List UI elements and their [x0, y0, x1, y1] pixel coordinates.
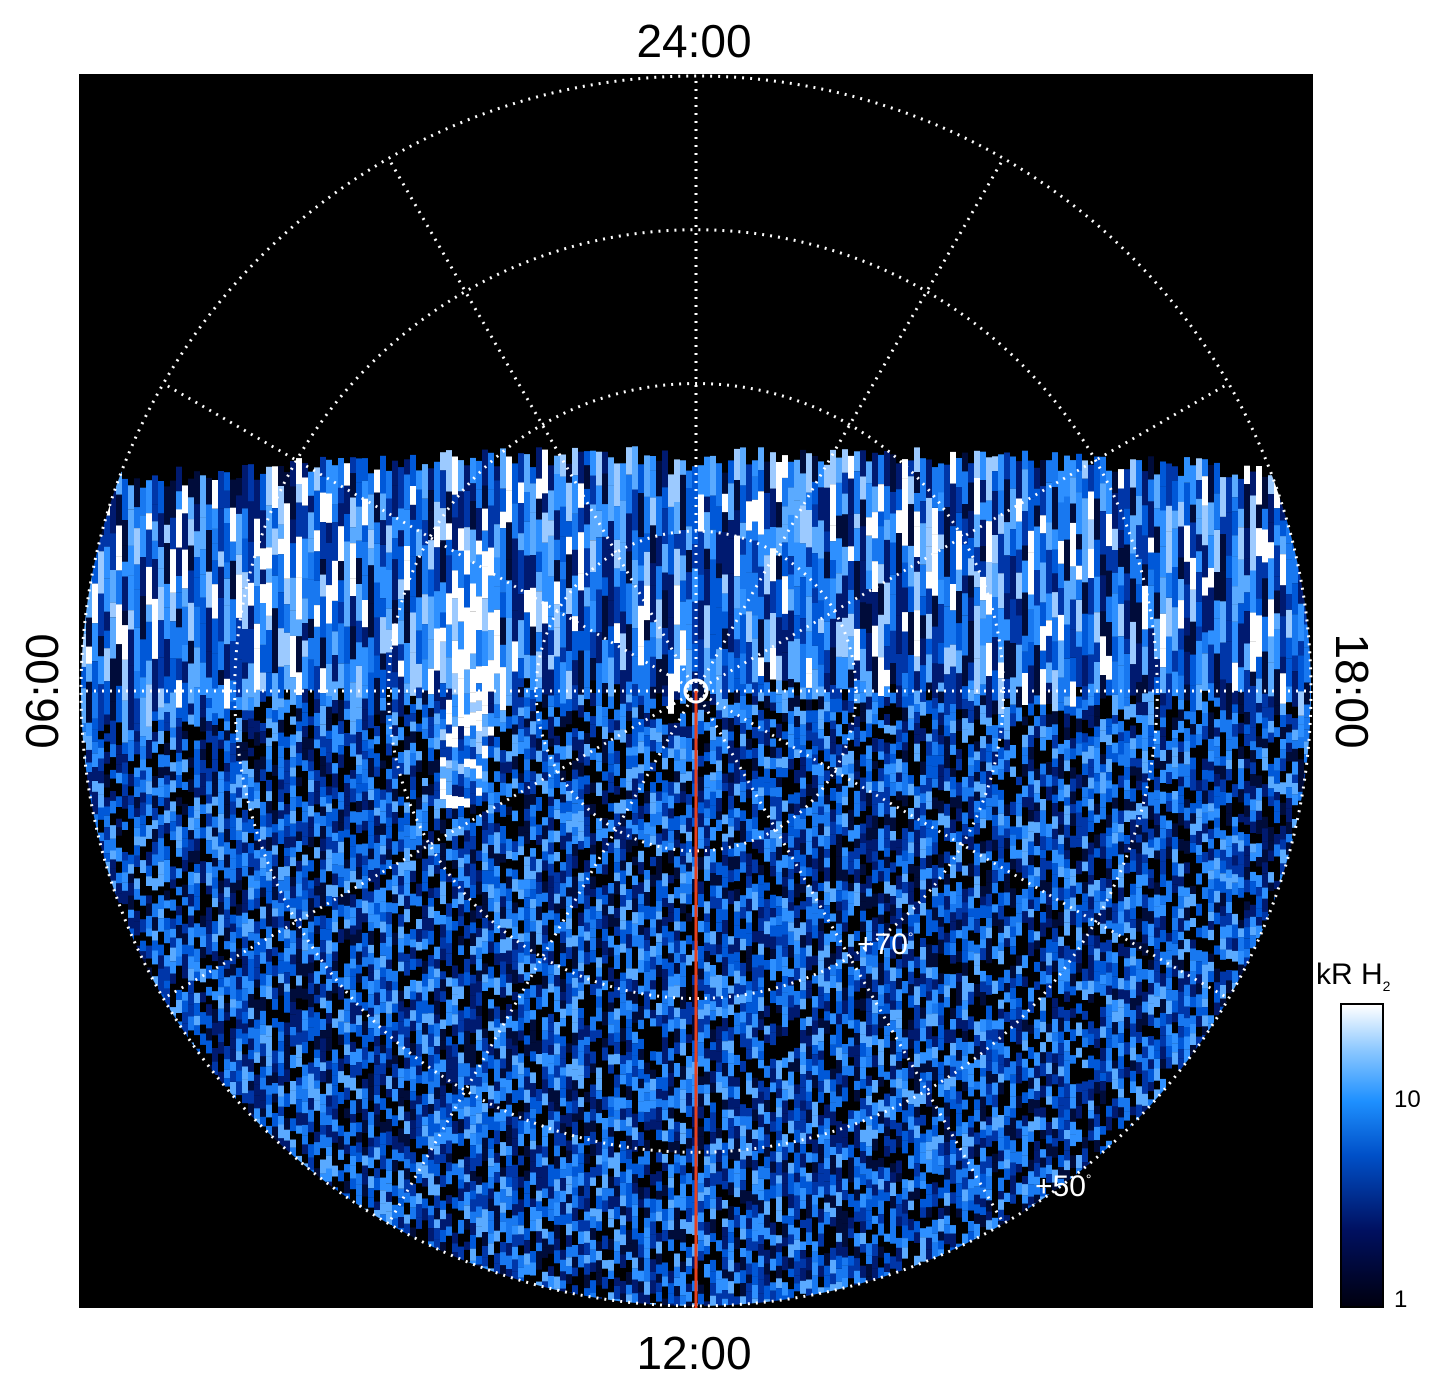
local-time-dusk-label: 18:00 [1326, 633, 1378, 749]
local-time-midnight-label: 24:00 [636, 15, 752, 67]
latitude-50-label: +50° [1035, 1170, 1092, 1203]
local-time-dawn-label: 06:00 [16, 633, 68, 749]
local-time-noon-label: 12:00 [636, 1327, 752, 1379]
pole-marker [683, 678, 709, 704]
latitude-70-label: +70° [857, 928, 914, 961]
colorbar-tick-1: 1 [1394, 1286, 1408, 1313]
colorbar [1340, 1003, 1384, 1308]
colorbar-tick-10: 10 [1394, 1086, 1421, 1113]
auroral-emission-map [81, 446, 1311, 1306]
colorbar-title: kR H2 [1316, 958, 1391, 994]
